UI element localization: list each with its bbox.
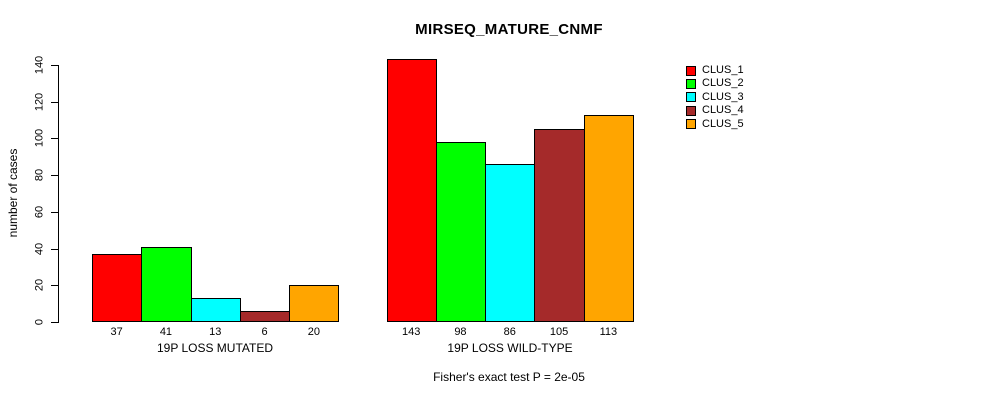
y-axis-tick-20 — [51, 285, 58, 287]
bar-clus_2-group1 — [141, 246, 192, 322]
bar-clus_5-group1 — [289, 285, 340, 322]
bar-clus_4-group1 — [239, 310, 291, 322]
legend-swatch-clus_4 — [686, 105, 696, 116]
bar-value-label-clus_2-group2: 98 — [454, 326, 467, 338]
y-tick-label-20: 20 — [33, 279, 46, 292]
bar-clus_1-group1 — [92, 254, 143, 322]
x-group-label-wild-type: 19P LOSS WILD-TYPE — [447, 341, 573, 355]
bar-value-label-clus_2-group1: 41 — [159, 326, 173, 338]
legend-label-clus_1: CLUS_1 — [702, 64, 744, 76]
bar-clus_3-group1 — [190, 298, 241, 322]
bar-value-label-clus_1-group1: 37 — [110, 326, 123, 338]
bar-value-label-clus_4-group2: 105 — [549, 326, 569, 338]
bar-value-label-clus_5-group2: 113 — [599, 326, 618, 338]
bar-value-label-clus_3-group1: 13 — [209, 326, 222, 338]
y-axis-line — [58, 65, 59, 323]
bar-value-label-clus_5-group1: 20 — [307, 326, 320, 338]
legend-swatch-clus_1 — [686, 65, 696, 76]
y-tick-label-120: 120 — [33, 92, 46, 111]
y-axis-tick-0 — [51, 322, 58, 323]
legend-swatch-clus_3 — [686, 92, 696, 103]
x-group-label-mutated: 19P LOSS MUTATED — [156, 341, 274, 355]
y-axis-tick-80 — [51, 175, 58, 177]
bar-clus_5-group2 — [583, 114, 634, 322]
legend-label-clus_5: CLUS_5 — [702, 117, 744, 130]
y-axis-tick-40 — [51, 248, 58, 250]
y-tick-label-40: 40 — [33, 242, 46, 255]
legend-swatch-clus_5 — [686, 119, 696, 130]
bar-clus_1-group2 — [386, 59, 437, 322]
fisher-test-annotation: Fisher's exact test P = 2e-05 — [433, 370, 585, 384]
y-axis-title: number of cases — [6, 148, 20, 238]
bar-value-label-clus_4-group1: 6 — [261, 326, 268, 338]
legend-label-clus_2: CLUS_2 — [702, 77, 744, 90]
bar-value-label-clus_1-group2: 143 — [401, 326, 421, 338]
y-axis-tick-100 — [51, 138, 58, 140]
y-axis-tick-140 — [51, 65, 58, 66]
bar-clus_4-group2 — [534, 129, 585, 322]
legend-label-clus_3: CLUS_3 — [702, 90, 744, 103]
y-tick-label-100: 100 — [33, 129, 46, 148]
y-tick-label-0: 0 — [33, 318, 46, 326]
legend-label-clus_4: CLUS_4 — [702, 104, 744, 117]
y-axis-tick-120 — [51, 101, 58, 103]
y-tick-label-80: 80 — [33, 169, 46, 182]
y-axis-tick-60 — [51, 211, 58, 213]
legend-swatch-clus_2 — [686, 78, 696, 89]
bar-clus_2-group2 — [435, 142, 487, 322]
bar-clus_3-group2 — [485, 164, 536, 322]
chart-title: MIRSEQ_MATURE_CNMF — [415, 21, 603, 38]
bar-value-label-clus_3-group2: 86 — [503, 326, 516, 338]
y-tick-label-140: 140 — [33, 55, 46, 75]
y-tick-label-60: 60 — [33, 205, 46, 218]
